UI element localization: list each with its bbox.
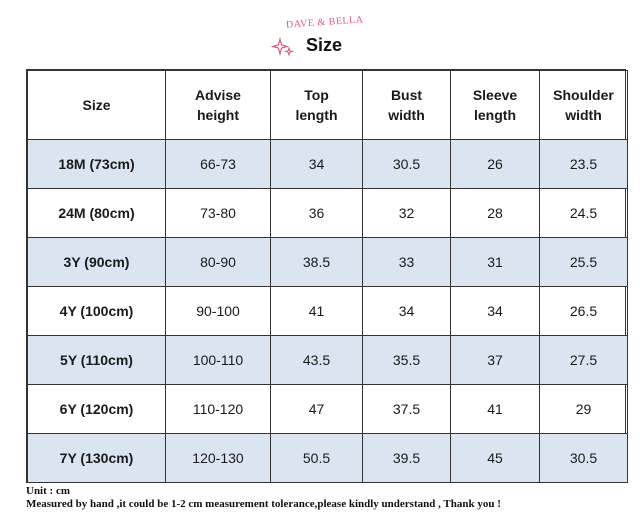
measurement-cell: 30.5: [362, 139, 451, 189]
measurement-cell: 37.5: [362, 384, 451, 434]
table-row: 4Y (100cm) 90-100 41 34 34 26.5: [27, 286, 628, 336]
table-row: 5Y (110cm) 100-110 43.5 35.5 37 27.5: [27, 335, 628, 385]
measurement-cell: 28: [450, 188, 540, 238]
size-cell: 5Y (110cm): [27, 335, 166, 385]
measurement-cell: 32: [362, 188, 451, 238]
size-cell: 24M (80cm): [27, 188, 166, 238]
size-cell: 4Y (100cm): [27, 286, 166, 336]
table-header-row: Size Advise height Top length Bust width Sl…: [27, 70, 628, 140]
size-cell: 18M (73cm): [27, 139, 166, 189]
measurement-cell: 26.5: [539, 286, 628, 336]
size-cell: 7Y (130cm): [27, 433, 166, 483]
measurement-cell: 29: [539, 384, 628, 434]
measurement-cell: 27.5: [539, 335, 628, 385]
measurement-cell: 38.5: [270, 237, 363, 287]
measurement-cell: 39.5: [362, 433, 451, 483]
header-shoulder-width: Shoulder width: [539, 70, 628, 140]
table-row: 24M (80cm) 73-80 36 32 28 24.5: [27, 188, 628, 238]
measurement-cell: 66-73: [165, 139, 271, 189]
measurement-cell: 23.5: [539, 139, 628, 189]
header-bust-width: Bust width: [362, 70, 451, 140]
page-title: Size: [306, 35, 343, 55]
sparkle-icon: [271, 36, 295, 57]
size-cell: 6Y (120cm): [27, 384, 166, 434]
size-cell: 3Y (90cm): [27, 237, 166, 287]
unit-note: Unit : cm: [26, 485, 70, 497]
measurement-cell: 73-80: [165, 188, 271, 238]
measurement-cell: 31: [450, 237, 540, 287]
header-size: Size: [27, 70, 166, 140]
measurement-cell: 110-120: [165, 384, 271, 434]
measurement-cell: 36: [270, 188, 363, 238]
measurement-cell: 50.5: [270, 433, 363, 483]
measurement-cell: 41: [270, 286, 363, 336]
measurement-cell: 100-110: [165, 335, 271, 385]
measurement-cell: 80-90: [165, 237, 271, 287]
measurement-cell: 24.5: [539, 188, 628, 238]
header-sleeve-length: Sleeve length: [450, 70, 540, 140]
size-table: Size Advise height Top length Bust width Sl…: [26, 69, 628, 483]
header-advise-height: Advise height: [165, 70, 271, 140]
measurement-cell: 45: [450, 433, 540, 483]
measurement-cell: 120-130: [165, 433, 271, 483]
measurement-cell: 35.5: [362, 335, 451, 385]
header-top-length: Top length: [270, 70, 363, 140]
measurement-cell: 30.5: [539, 433, 628, 483]
measurement-cell: 33: [362, 237, 451, 287]
measurement-cell: 41: [450, 384, 540, 434]
table-row: 7Y (130cm) 120-130 50.5 39.5 45 30.5: [27, 433, 628, 483]
measurement-cell: 34: [362, 286, 451, 336]
table-row: 6Y (120cm) 110-120 47 37.5 41 29: [27, 384, 628, 434]
footer-notes: Unit : cm Measured by hand ,it could be …: [26, 485, 638, 511]
table-row: 18M (73cm) 66-73 34 30.5 26 23.5: [27, 139, 628, 189]
measurement-cell: 25.5: [539, 237, 628, 287]
measurement-cell: 43.5: [270, 335, 363, 385]
tolerance-note: Measured by hand ,it could be 1-2 cm mea…: [26, 498, 501, 510]
measurement-cell: 26: [450, 139, 540, 189]
page-header: DAVE & BELLA Size: [0, 0, 640, 68]
measurement-cell: 34: [270, 139, 363, 189]
brand-logo: DAVE & BELLA: [285, 14, 364, 31]
measurement-cell: 47: [270, 384, 363, 434]
measurement-cell: 37: [450, 335, 540, 385]
measurement-cell: 90-100: [165, 286, 271, 336]
measurement-cell: 34: [450, 286, 540, 336]
table-row: 3Y (90cm) 80-90 38.5 33 31 25.5: [27, 237, 628, 287]
